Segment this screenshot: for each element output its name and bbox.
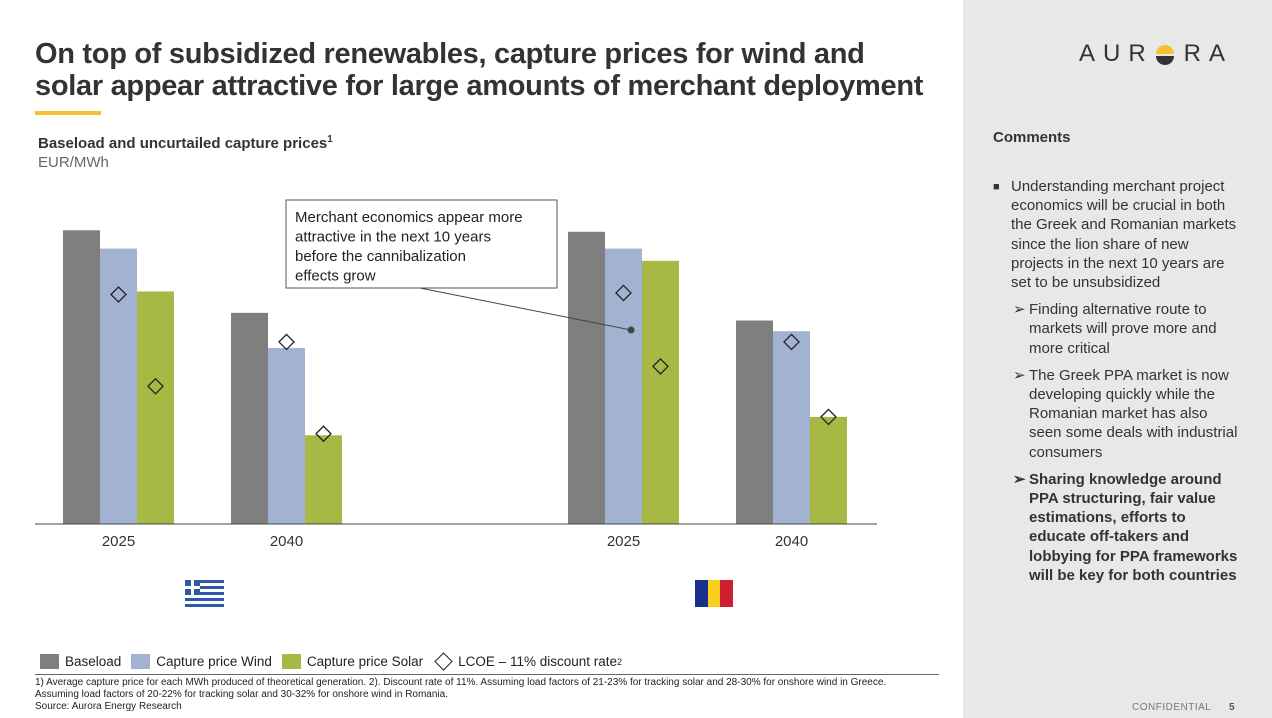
lcoe-marker <box>820 408 837 426</box>
x-tick-label: 2025 <box>607 533 640 550</box>
legend-label-solar: Capture price Solar <box>306 654 424 669</box>
footnote-source: Source: Aurora Energy Research <box>35 701 182 712</box>
x-tick-label: 2040 <box>270 533 303 550</box>
aurora-logo: AUR RA <box>1079 40 1233 68</box>
bar-wind-1 <box>268 348 305 524</box>
arrow-bullet-icon: ➢ <box>1013 470 1026 488</box>
annotation-text-line: Merchant economics appear more <box>295 209 523 226</box>
square-bullet-icon: ■ <box>993 181 1000 193</box>
legend-lcoe-footnote-ref: 2 <box>617 656 623 667</box>
legend-label-baseload: Baseload <box>65 654 122 669</box>
logo-text-left: AUR <box>1079 40 1154 67</box>
lcoe-marker <box>278 333 295 351</box>
bar-solar-3 <box>810 416 847 524</box>
bar-wind-3 <box>773 331 810 524</box>
bar-solar-0 <box>137 291 174 524</box>
comment-sub-1-text: Finding alternative route to markets wil… <box>1029 301 1217 357</box>
comment-sub-3: ➢ Sharing knowledge around PPA structuri… <box>1013 470 1243 585</box>
annotation-box <box>285 199 558 289</box>
legend-swatch-wind <box>131 654 151 669</box>
legend-baseload: Baseload <box>40 654 121 669</box>
comment-sub-3-text: Sharing knowledge around PPA structuring… <box>1029 470 1238 584</box>
bar-chart: 2025 2040 2025 2040 Merchant economics appea… <box>35 199 877 550</box>
chart-title: Baseload and uncurtailed capture prices1 <box>38 134 333 152</box>
chart-unit: EUR/MWh <box>38 154 109 171</box>
footnotes: 1) Average capture price for each MWh pr… <box>35 677 945 713</box>
x-tick-label: 2040 <box>775 533 808 550</box>
footnote-line-1: 1) Average capture price for each MWh pr… <box>35 677 887 688</box>
footnote-line-2: Assuming load factors of 20-22% for trac… <box>35 689 448 700</box>
footnote-divider <box>35 674 939 675</box>
lcoe-marker <box>652 357 669 375</box>
bar-baseload-1 <box>231 312 268 524</box>
diamond-icon <box>434 652 453 671</box>
bar-wind-0 <box>100 248 137 524</box>
annotation-pointer <box>419 287 632 331</box>
comment-sub-2-text: The Greek PPA market is now developing q… <box>1029 366 1238 461</box>
comments-sidebar <box>963 0 1272 718</box>
comment-sub-2: ➢ The Greek PPA market is now developing… <box>1013 366 1243 462</box>
title-accent-bar <box>35 111 101 115</box>
logo-text-right: RA <box>1183 40 1234 67</box>
legend-swatch-baseload <box>40 654 59 669</box>
bar-baseload-0 <box>63 230 100 525</box>
legend-swatch-solar <box>281 654 301 669</box>
bar-baseload-3 <box>736 320 773 524</box>
annotation-text-line: attractive in the next 10 years <box>295 229 491 246</box>
lcoe-marker <box>147 377 164 395</box>
annotation-text-line: effects grow <box>295 268 376 285</box>
bar-solar-1 <box>305 435 342 524</box>
chart-title-footnote-ref: 1 <box>327 134 333 145</box>
legend-wind: Capture price Wind <box>131 654 272 669</box>
logo-sun-icon <box>1154 43 1176 65</box>
comment-bullet: ■ Understanding merchant project economi… <box>993 177 1243 292</box>
greece-flag <box>185 580 224 607</box>
lcoe-marker <box>783 333 800 351</box>
bar-solar-2 <box>642 260 679 524</box>
comments-title: Comments <box>993 129 1071 146</box>
bar-baseload-2 <box>568 231 605 524</box>
confidential-label: CONFIDENTIAL <box>1132 702 1212 713</box>
bar-wind-2 <box>605 248 642 524</box>
comment-sub-1: ➢ Finding alternative route to markets w… <box>1013 300 1243 358</box>
lcoe-marker <box>615 284 632 302</box>
legend-lcoe: LCOE – 11% discount rate 2 <box>433 652 623 671</box>
x-tick-label: 2025 <box>102 533 135 550</box>
slide-main: On top of subsidized renewables, capture… <box>35 38 945 713</box>
lcoe-marker <box>110 286 127 303</box>
chart-legend: Baseload Capture price Wind Capture pric… <box>40 652 632 671</box>
legend-label-wind: Capture price Wind <box>156 654 272 669</box>
legend-label-lcoe: LCOE – 11% discount rate <box>458 654 618 669</box>
arrow-bullet-icon: ➢ <box>1013 366 1026 384</box>
chart-title-text: Baseload and uncurtailed capture prices <box>38 135 328 152</box>
lcoe-marker <box>315 425 332 443</box>
annotation-text-line: before the cannibalization <box>295 248 466 265</box>
comment-bullet-text: Understanding merchant project economics… <box>1011 178 1237 292</box>
romania-flag <box>695 580 733 607</box>
annotation-pointer-dot <box>627 326 635 334</box>
page-title: On top of subsidized renewables, capture… <box>35 38 924 102</box>
comments-list: ■ Understanding merchant project economi… <box>993 177 1243 585</box>
legend-solar: Capture price Solar <box>281 654 424 669</box>
page-number: 5 <box>1229 702 1235 713</box>
arrow-bullet-icon: ➢ <box>1013 301 1026 319</box>
